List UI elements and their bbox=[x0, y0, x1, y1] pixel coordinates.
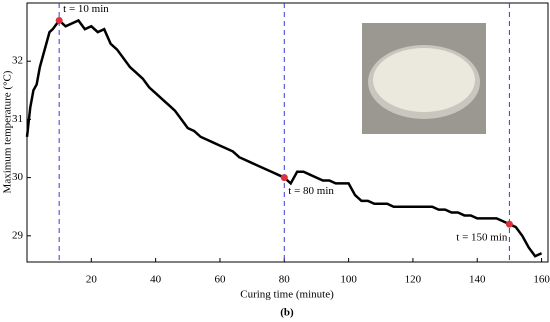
annotation: t = 10 min bbox=[63, 3, 109, 15]
dish-surface bbox=[373, 48, 475, 112]
x-tick-label: 140 bbox=[469, 274, 486, 286]
data-line bbox=[25, 18, 543, 258]
x-tick-label: 100 bbox=[340, 274, 357, 286]
y-tick-label: 31 bbox=[12, 113, 23, 125]
marker bbox=[280, 174, 288, 182]
x-tick-label: 80 bbox=[279, 274, 291, 286]
y-tick-label: 29 bbox=[12, 229, 24, 241]
y-tick-label: 30 bbox=[12, 171, 24, 183]
y-axis-label: Maximum temperature (°C) bbox=[2, 70, 14, 193]
annotation: t = 80 min bbox=[288, 185, 334, 197]
marker bbox=[505, 220, 513, 228]
x-tick-label: 60 bbox=[214, 274, 226, 286]
x-axis-label: Curing time (minute) bbox=[240, 289, 334, 301]
x-tick-label: 20 bbox=[86, 274, 98, 286]
inset-photo bbox=[362, 23, 486, 134]
marker bbox=[55, 16, 63, 24]
y-tick-label: 32 bbox=[12, 55, 23, 67]
caption: (b) bbox=[280, 307, 294, 319]
x-tick-label: 160 bbox=[533, 274, 550, 286]
x-tick-label: 120 bbox=[405, 274, 422, 286]
x-tick-label: 40 bbox=[150, 274, 162, 286]
annotation: t = 150 min bbox=[456, 232, 508, 244]
